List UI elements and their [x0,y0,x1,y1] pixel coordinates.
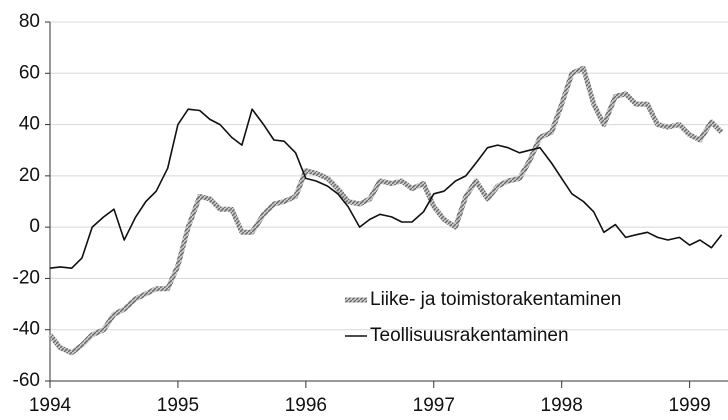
y-tick-label: 0 [29,216,40,237]
y-tick-label: 20 [19,165,40,186]
series-line [48,65,724,356]
x-tick-label: 1999 [668,395,710,416]
series-line [49,108,723,269]
x-tick-label: 1994 [29,395,72,416]
y-tick-label: 40 [19,114,40,135]
x-tick-label: 1997 [413,395,455,416]
y-tick-label: 60 [19,62,40,83]
y-tick-label: -20 [13,267,40,288]
y-tick-label: 80 [19,11,40,32]
legend-label: Teollisuusrakentaminen [370,325,569,346]
x-tick-label: 1995 [157,395,199,416]
y-tick-label: -60 [13,370,40,391]
x-tick-label: 1996 [285,395,327,416]
y-tick-label: -40 [13,319,40,340]
x-tick-label: 1998 [541,395,583,416]
legend-label: Liike- ja toimistorakentaminen [370,289,621,310]
